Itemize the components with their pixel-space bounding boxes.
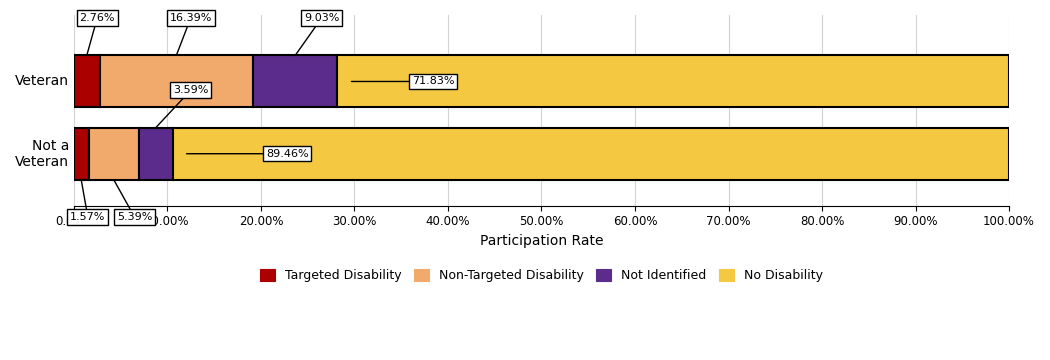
- Bar: [337, 55, 1009, 108]
- X-axis label: Participation Rate: Participation Rate: [480, 234, 603, 248]
- Text: 1.57%: 1.57%: [70, 180, 106, 222]
- Bar: [172, 128, 1009, 180]
- Bar: [139, 128, 172, 180]
- Legend: Targeted Disability, Non-Targeted Disability, Not Identified, No Disability: Targeted Disability, Non-Targeted Disabi…: [255, 264, 828, 287]
- Bar: [253, 55, 337, 108]
- Text: 16.39%: 16.39%: [169, 13, 212, 55]
- Text: 89.46%: 89.46%: [187, 149, 309, 159]
- Text: 2.76%: 2.76%: [80, 13, 116, 55]
- Text: 71.83%: 71.83%: [352, 76, 455, 86]
- Text: 5.39%: 5.39%: [113, 180, 152, 222]
- Bar: [100, 55, 253, 108]
- Bar: [88, 128, 139, 180]
- Text: 9.03%: 9.03%: [295, 13, 339, 55]
- Bar: [74, 128, 88, 180]
- Text: 3.59%: 3.59%: [155, 85, 209, 128]
- Bar: [74, 55, 100, 108]
